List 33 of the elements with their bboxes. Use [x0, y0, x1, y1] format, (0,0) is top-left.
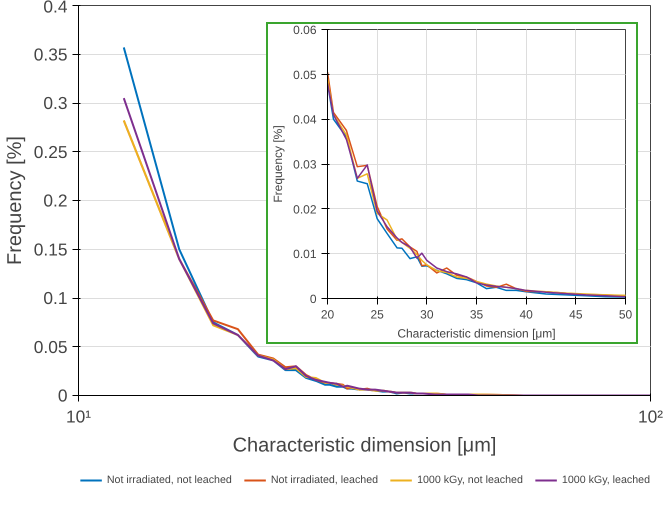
y-tick-label: 0.01 [293, 247, 317, 262]
x-tick-label: 30 [420, 308, 434, 322]
legend-label: 1000 kGy, not leached [417, 474, 523, 486]
legend-label: Not irradiated, not leached [106, 474, 232, 486]
y-tick-label: 0 [58, 386, 68, 406]
y-tick-label: 0.06 [293, 23, 317, 37]
y-tick-label: 0.15 [34, 239, 68, 260]
legend-label: Not irradiated, leached [270, 474, 378, 486]
y-tick-label: 0.2 [43, 190, 68, 210]
y-axis-title: Frequency [%] [4, 136, 26, 265]
x-tick-label: 40 [519, 308, 534, 322]
y-tick-label: 0.3 [43, 93, 68, 113]
x-tick-label: 10¹ [66, 406, 92, 426]
y-tick-label: 0.05 [293, 68, 317, 82]
x-axis-title: Characteristic dimension [μm] [397, 326, 556, 340]
x-axis-title: Characteristic dimension [μm] [232, 434, 496, 456]
x-tick-label: 25 [370, 308, 384, 322]
y-tick-label: 0 [310, 292, 317, 306]
y-tick-label: 0.04 [293, 112, 317, 127]
x-tick-label: 35 [470, 308, 484, 322]
legend-label: 1000 kGy, leached [562, 474, 650, 486]
y-tick-label: 0.4 [43, 0, 68, 16]
y-tick-label: 0.35 [34, 44, 68, 64]
x-tick-label: 20 [320, 308, 334, 322]
y-tick-label: 0.05 [34, 336, 68, 357]
x-tick-label: 50 [618, 308, 632, 322]
x-tick-label: 10² [638, 406, 664, 426]
y-tick-label: 0.1 [43, 288, 68, 308]
y-axis-title: Frequency [%] [271, 125, 286, 203]
y-tick-label: 0.03 [293, 158, 317, 172]
x-tick-label: 45 [569, 308, 583, 322]
y-tick-label: 0.02 [293, 202, 317, 216]
y-tick-label: 0.25 [34, 142, 68, 162]
